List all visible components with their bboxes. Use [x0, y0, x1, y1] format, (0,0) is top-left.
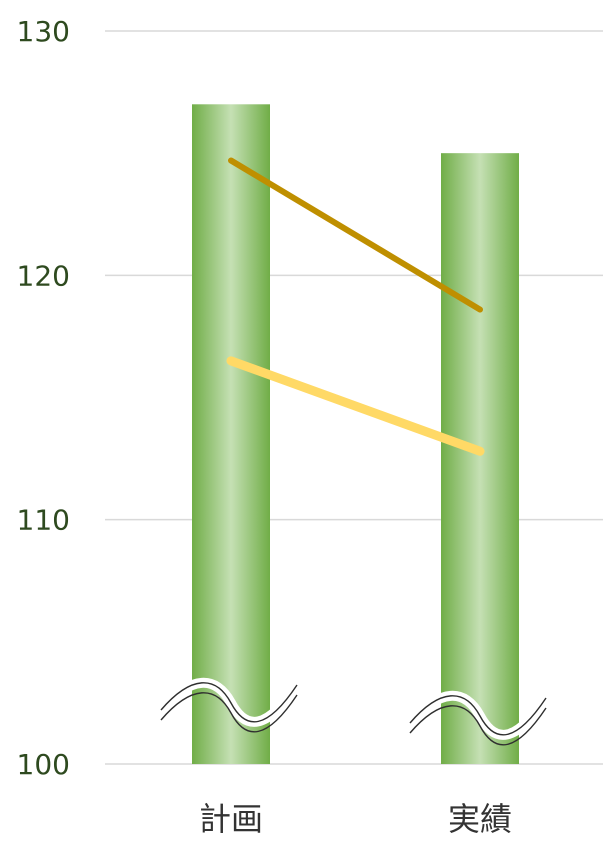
bar-1 — [192, 104, 270, 765]
y-tick-label-100: 100 — [17, 748, 70, 781]
y-tick-label-110: 110 — [17, 504, 70, 537]
x-category-label-2: 実績 — [448, 800, 512, 838]
line-series-2 — [226, 356, 485, 456]
y-tick-label-130: 130 — [17, 15, 70, 48]
x-category-label-1: 計画 — [199, 800, 263, 838]
bar-2 — [441, 153, 519, 764]
axis-break-mark-2 — [406, 690, 551, 746]
axis-break-mark-1 — [157, 677, 302, 733]
line-series-1 — [228, 157, 483, 313]
y-tick-label-120: 120 — [17, 259, 70, 292]
